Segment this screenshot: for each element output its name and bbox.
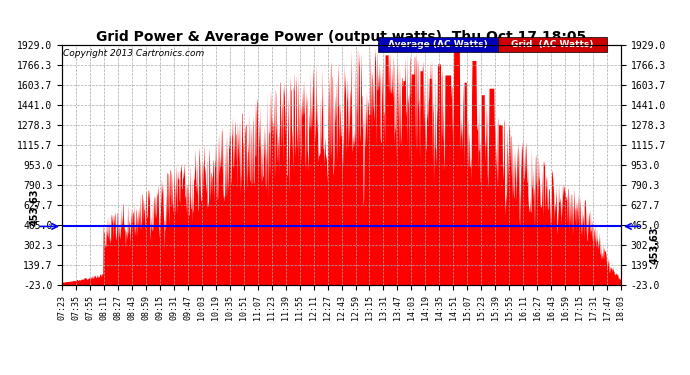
- Title: Grid Power & Average Power (output watts)  Thu Oct 17 18:05: Grid Power & Average Power (output watts…: [97, 30, 586, 44]
- Bar: [378, 37, 498, 52]
- Text: 453.63: 453.63: [649, 226, 660, 264]
- Bar: [498, 37, 607, 52]
- Text: Copyright 2013 Cartronics.com: Copyright 2013 Cartronics.com: [63, 49, 204, 58]
- Text: 453.63: 453.63: [29, 189, 39, 226]
- Text: Grid  (AC Watts): Grid (AC Watts): [511, 40, 593, 49]
- Text: Average (AC Watts): Average (AC Watts): [388, 40, 488, 49]
